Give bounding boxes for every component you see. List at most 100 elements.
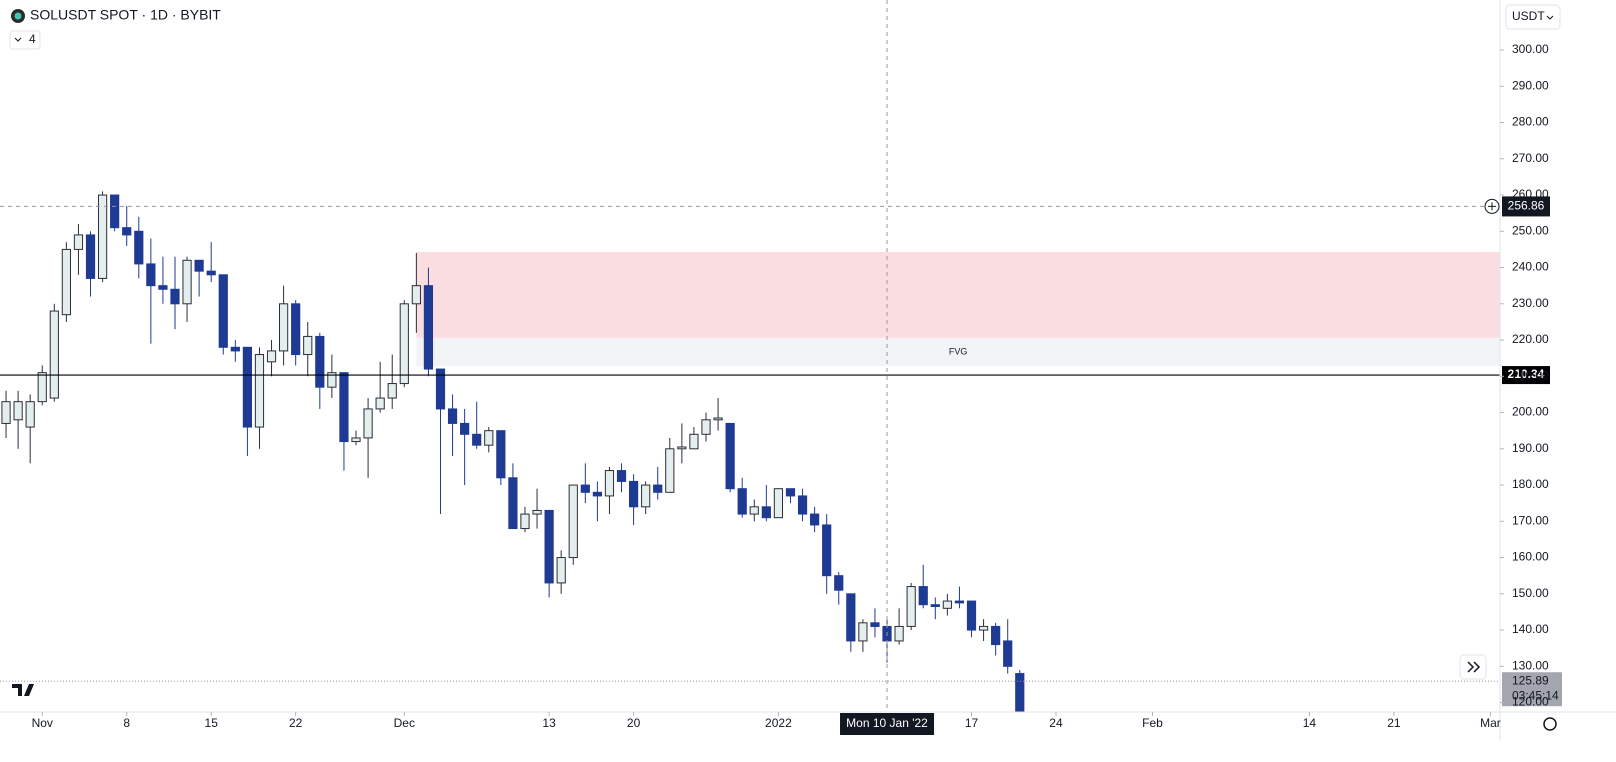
crosshair-add-icon [1488, 202, 1496, 211]
candle-body [110, 194, 120, 229]
candle-body [146, 263, 156, 287]
candle-body [930, 604, 940, 608]
candle-body [266, 350, 277, 363]
candle-body [894, 625, 904, 642]
brand-logo [12, 684, 34, 696]
candle-body [665, 448, 675, 493]
candle-body [846, 593, 856, 642]
y-tick-label: 190.00 [1512, 441, 1549, 455]
indicator-toggle[interactable] [9, 30, 41, 50]
candle-body [556, 557, 566, 584]
fvg-label: FVG [949, 346, 968, 356]
currency-button[interactable] [1505, 4, 1561, 30]
candle-body [858, 622, 868, 642]
candle-body [918, 586, 928, 606]
candle-body [773, 488, 784, 519]
candle-body [701, 419, 711, 435]
candle-body [423, 285, 434, 370]
y-tick-label: 250.00 [1512, 223, 1549, 237]
candle-body [97, 194, 108, 279]
candle-body [375, 397, 385, 410]
horizontal-line-price-box [1502, 366, 1550, 385]
candle-body [1, 401, 11, 424]
x-tick-label: 22 [289, 716, 303, 730]
candle-body [822, 524, 832, 577]
candle-body [85, 234, 96, 279]
candle-body [544, 509, 554, 584]
candle-body [604, 470, 615, 497]
candle-body [761, 506, 771, 519]
candle-body [508, 477, 518, 530]
candle-body [713, 417, 723, 421]
y-tick-label: 180.00 [1512, 477, 1549, 491]
fvg-zone-lower [416, 337, 1500, 367]
candle-body [387, 383, 397, 399]
candle-body [484, 430, 494, 446]
candle-body [37, 372, 47, 403]
currency-label: USDT [1512, 9, 1545, 23]
indicator-chevron [14, 37, 22, 42]
candle-body [25, 401, 35, 428]
plot-area: FVG [0, 0, 1500, 712]
y-tick-label: 260.00 [1512, 187, 1549, 201]
candle-body [399, 303, 409, 385]
y-tick-label: 280.00 [1512, 115, 1549, 129]
settings-button[interactable] [1543, 717, 1557, 731]
horizontal-line-price: 210.34 [1508, 367, 1545, 381]
x-tick-label: 8 [123, 716, 130, 730]
candle-body [797, 495, 808, 515]
x-tick-label: Nov [32, 716, 53, 730]
candle-body [158, 285, 168, 290]
candle-body [580, 484, 590, 493]
candle-body [303, 335, 313, 356]
candle-body [170, 288, 180, 305]
candle-body [1003, 640, 1013, 667]
candle-body [677, 446, 687, 450]
x-tick-label: 13 [542, 716, 556, 730]
candle-body [1015, 673, 1025, 712]
y-tick-label: 160.00 [1512, 550, 1549, 564]
candle-body [496, 430, 506, 479]
fvg-zone [416, 251, 1500, 338]
y-tick-label: 150.00 [1512, 586, 1549, 600]
candle-body [616, 470, 627, 482]
candle-body [966, 600, 977, 631]
candle-body [834, 575, 844, 591]
x-tick-label: 14 [1303, 716, 1317, 730]
x-tick-label: Mar [1480, 716, 1501, 730]
indicator-count: 4 [29, 32, 36, 46]
candle-body [411, 285, 421, 305]
y-tick-label: 140.00 [1512, 622, 1549, 636]
candle-body [279, 303, 289, 352]
candle-body [460, 422, 470, 435]
y-tick-label: 220.00 [1512, 332, 1549, 346]
candle-body [291, 303, 301, 356]
crosshair-price: 256.86 [1508, 199, 1545, 213]
x-tick-label: 2022 [765, 716, 792, 730]
x-tick-label: 24 [1049, 716, 1063, 730]
candle-body [206, 270, 216, 276]
candle-body [242, 346, 253, 428]
currency-chevron [1546, 15, 1554, 20]
last-price-label: 125.89 [1512, 673, 1549, 687]
x-tick-label: Dec [394, 716, 415, 730]
countdown: 03:45:14 [1512, 688, 1559, 702]
x-tick-label: Feb [1142, 716, 1163, 730]
y-tick-label: 200.00 [1512, 405, 1549, 419]
candle-body [628, 480, 639, 508]
candle-body [991, 625, 1001, 646]
candle-body [13, 401, 23, 421]
candle-body [472, 433, 482, 446]
candle-body [749, 506, 759, 515]
candle-body [73, 234, 84, 250]
crosshair-date: Mon 10 Jan '22 [846, 716, 928, 730]
candle-body [435, 368, 446, 410]
candle-body [49, 310, 59, 399]
candle-body [653, 484, 663, 493]
scroll-icon [1467, 661, 1481, 673]
symbol-logo-inner [14, 12, 22, 20]
y-tick-label: 170.00 [1512, 513, 1549, 527]
